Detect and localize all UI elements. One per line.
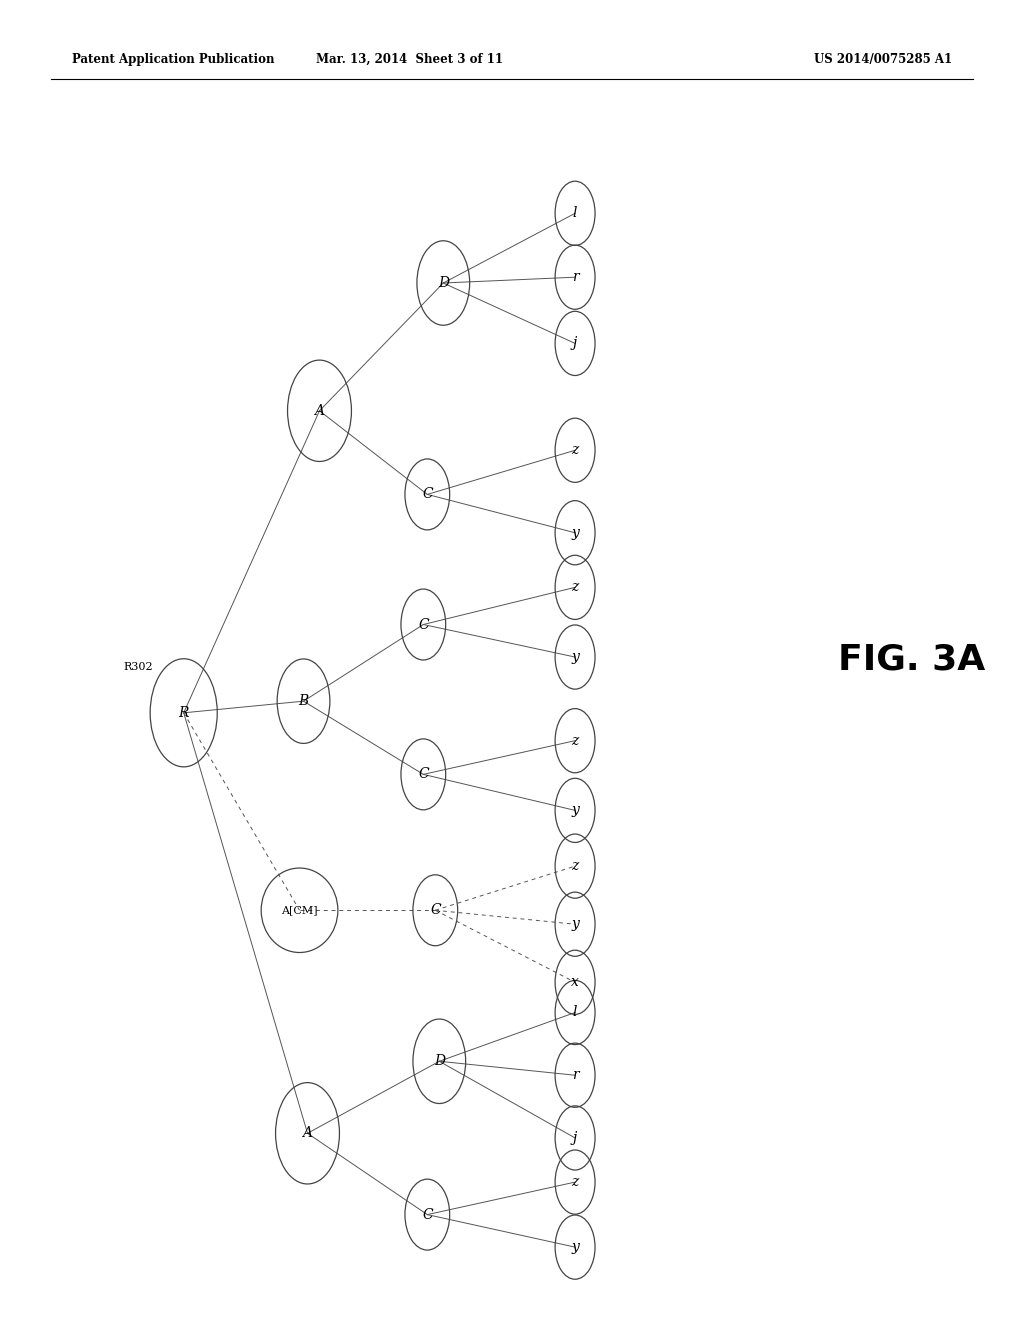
Text: y: y <box>571 917 579 931</box>
Text: C: C <box>430 903 440 917</box>
Text: B: B <box>298 694 308 709</box>
Text: FIG. 3A: FIG. 3A <box>838 643 985 677</box>
Text: D: D <box>434 1055 444 1068</box>
Text: l: l <box>572 1006 578 1019</box>
Text: j: j <box>573 1131 578 1144</box>
Text: A[CM]: A[CM] <box>282 906 317 915</box>
Text: C: C <box>422 487 432 502</box>
Text: r: r <box>571 271 579 284</box>
Text: z: z <box>571 1175 579 1189</box>
Text: y: y <box>571 649 579 664</box>
Text: r: r <box>571 1068 579 1082</box>
Text: R302: R302 <box>124 663 154 672</box>
Text: z: z <box>571 581 579 594</box>
Text: l: l <box>572 206 578 220</box>
Text: z: z <box>571 444 579 457</box>
Text: C: C <box>418 618 429 631</box>
Text: x: x <box>571 975 579 989</box>
Text: Patent Application Publication: Patent Application Publication <box>72 53 274 66</box>
Text: y: y <box>571 1239 579 1254</box>
Text: US 2014/0075285 A1: US 2014/0075285 A1 <box>814 53 952 66</box>
Text: y: y <box>571 804 579 817</box>
Text: z: z <box>571 859 579 873</box>
Text: R: R <box>178 706 189 719</box>
Text: C: C <box>418 767 429 781</box>
Text: z: z <box>571 734 579 747</box>
Text: D: D <box>437 276 449 290</box>
Text: C: C <box>422 1208 432 1221</box>
Text: j: j <box>573 337 578 350</box>
Text: A: A <box>302 1126 312 1140</box>
Text: A: A <box>314 404 325 418</box>
Text: y: y <box>571 525 579 540</box>
Text: Mar. 13, 2014  Sheet 3 of 11: Mar. 13, 2014 Sheet 3 of 11 <box>316 53 503 66</box>
